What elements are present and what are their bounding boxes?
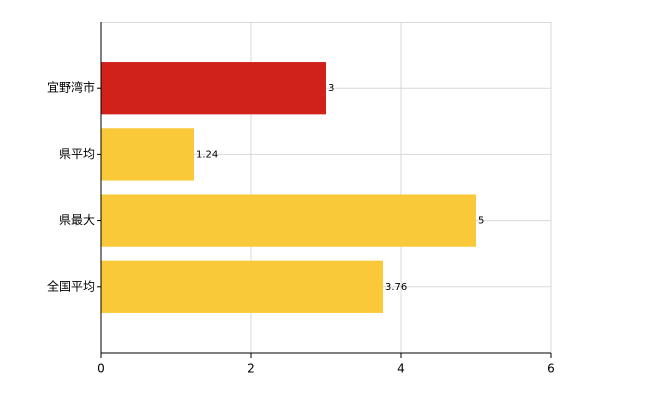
bar — [101, 260, 383, 313]
value-label: 3 — [328, 83, 334, 94]
value-label: 5 — [478, 216, 484, 227]
bar — [101, 194, 476, 247]
x-tick-label: 0 — [97, 362, 105, 376]
bar — [101, 128, 194, 181]
x-tick-label: 6 — [547, 362, 555, 376]
x-tick-label: 2 — [247, 362, 255, 376]
y-tick-label: 宜野湾市 — [47, 80, 95, 95]
y-tick-label: 県最大 — [59, 213, 95, 227]
value-label: 1.24 — [196, 149, 218, 160]
value-label: 3.76 — [385, 282, 407, 293]
y-tick-label: 県平均 — [59, 147, 95, 161]
bar — [101, 62, 326, 115]
x-tick-label: 4 — [397, 362, 405, 376]
y-tick-label: 全国平均 — [47, 278, 95, 293]
